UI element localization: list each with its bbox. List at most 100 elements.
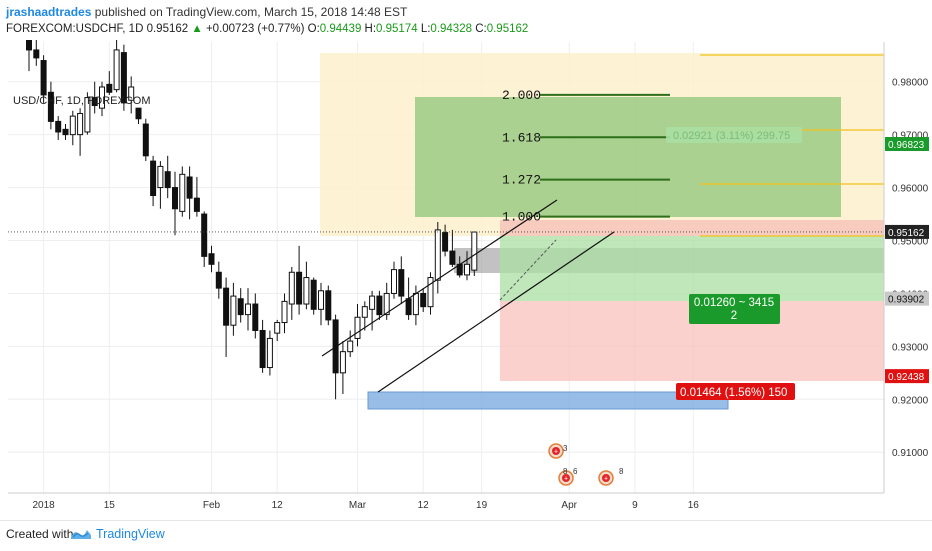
- price-axis[interactable]: 0.910000.920000.930000.940000.950000.960…: [883, 42, 929, 493]
- candle-body: [449, 250, 456, 265]
- symbol-name: FOREXCOM:USDCHF, 1D: [6, 23, 144, 35]
- price-tick-label: 0.98000: [892, 78, 929, 89]
- candle-body: [442, 232, 449, 252]
- high-label: H:: [364, 23, 377, 35]
- candle-body: [172, 187, 178, 210]
- cross-icon: +: [554, 449, 558, 456]
- event-count: 6: [573, 467, 578, 476]
- candle-body: [420, 292, 427, 308]
- up-arrow-icon: ▲: [191, 23, 203, 35]
- price-chart[interactable]: 2.000 1.618 1.272 1.000 0.02921 (3.11%) 299…: [0, 28, 932, 520]
- candles: [26, 28, 478, 400]
- close-value: 0.95162: [486, 23, 529, 35]
- fib-level-label: 1.272: [502, 173, 541, 188]
- low-value: 0.94328: [430, 23, 472, 35]
- target-faded-label: 0.02921 (3.11%) 299.75: [673, 130, 790, 142]
- candle-body: [135, 107, 142, 120]
- time-tick-label: 2018: [32, 500, 55, 511]
- cross-icon: +: [564, 476, 568, 483]
- publish-line: jrashaadtrades published on TradingView.…: [6, 5, 407, 19]
- candle-body: [391, 269, 397, 294]
- candle-body: [325, 290, 332, 321]
- symbol-ohlc-line: FOREXCOM:USDCHF, 1D 0.95162 ▲ +0.00723 (…: [6, 23, 528, 35]
- candle-body: [99, 86, 105, 109]
- time-tick-label: 12: [272, 500, 284, 511]
- candle-body: [398, 269, 405, 297]
- candle-body: [26, 38, 32, 51]
- trade-dashed-line: [499, 239, 557, 301]
- candle-body: [186, 176, 193, 199]
- reward-box-sub: 2: [731, 310, 737, 322]
- candle-body: [179, 173, 186, 212]
- flag-icon: [602, 474, 610, 482]
- candle-body: [128, 86, 135, 101]
- candle-body: [77, 112, 84, 136]
- time-tick-label: 16: [688, 500, 700, 511]
- fib-extension: 2.000 1.618 1.272 1.000: [502, 88, 670, 225]
- event-count: 3: [563, 444, 568, 453]
- stop-zone-top: [500, 220, 884, 236]
- fib-zone-green: [415, 97, 841, 217]
- chart-area[interactable]: 2.000 1.618 1.272 1.000 0.02921 (3.11%) 299…: [0, 28, 932, 520]
- author-link[interactable]: jrashaadtrades: [6, 5, 92, 19]
- candle-body: [91, 97, 98, 107]
- candle-body: [142, 123, 149, 157]
- tradingview-logo-icon[interactable]: [70, 525, 92, 541]
- price-tick-label: 0.91000: [892, 448, 929, 459]
- last-price: 0.95162: [146, 23, 189, 35]
- channel-upper-line: [321, 199, 558, 357]
- candle-body: [55, 120, 62, 133]
- channel-lower-line: [377, 231, 615, 393]
- price-tick-label: 0.96000: [892, 184, 929, 195]
- fib-level-label: 2.000: [502, 88, 541, 103]
- candle-body: [434, 229, 441, 281]
- trend-lines: [8, 54, 884, 393]
- candle-body: [310, 279, 317, 310]
- low-label: L:: [420, 23, 431, 35]
- chart-symbol-label: USD/CHF, 1D, FOREXCOM: [13, 95, 151, 107]
- tradingview-brand[interactable]: TradingView: [96, 527, 165, 541]
- candle-body: [369, 295, 376, 310]
- price-badge-label: 0.96823: [888, 140, 925, 151]
- candle-body: [120, 52, 127, 104]
- event-count: 8: [619, 467, 624, 476]
- price-badge-bg: [885, 224, 929, 239]
- candle-body: [252, 303, 259, 331]
- candle-body: [150, 160, 157, 197]
- drawing-zones: [320, 53, 884, 410]
- event-count: 8: [563, 467, 568, 476]
- change-value: +0.00723 (+0.77%): [205, 23, 305, 35]
- price-badge-label: 0.95162: [888, 228, 925, 239]
- candle-body: [208, 253, 215, 265]
- candle-body: [47, 91, 54, 122]
- candle-body: [223, 287, 230, 326]
- candle-body: [347, 340, 354, 353]
- publish-header: jrashaadtrades published on TradingView.…: [0, 0, 932, 40]
- time-tick-label: 19: [476, 500, 488, 511]
- open-label: O:: [307, 23, 320, 35]
- candle-body: [354, 316, 361, 339]
- time-tick-label: 15: [104, 500, 116, 511]
- price-badge-bg: [885, 291, 929, 306]
- time-tick-label: Mar: [349, 500, 367, 511]
- target-zone: [500, 236, 884, 301]
- price-badge-label: 0.93902: [888, 295, 925, 306]
- candle-body: [40, 60, 47, 96]
- candle-body: [274, 322, 281, 334]
- time-tick-label: Feb: [203, 500, 221, 511]
- footer: Created with TradingView: [0, 520, 932, 551]
- published-text: published on TradingView.com, March 15, …: [94, 5, 408, 19]
- candle-body: [245, 303, 251, 316]
- target-faded-bg: [666, 127, 802, 143]
- candle-body: [201, 213, 208, 257]
- candle-body: [62, 128, 69, 136]
- risk-box-label: 0.01464 (1.56%) 150: [680, 387, 787, 399]
- candle-body: [405, 298, 412, 316]
- time-tick-label: Apr: [561, 500, 577, 511]
- time-tick-label: 9: [632, 500, 638, 511]
- candle-body: [157, 165, 164, 189]
- time-axis[interactable]: 2018 15 Feb 12 Mar 12 19 Apr 9 16: [8, 492, 884, 511]
- fib-level-label: 1.000: [502, 210, 541, 225]
- candle-body: [361, 306, 368, 318]
